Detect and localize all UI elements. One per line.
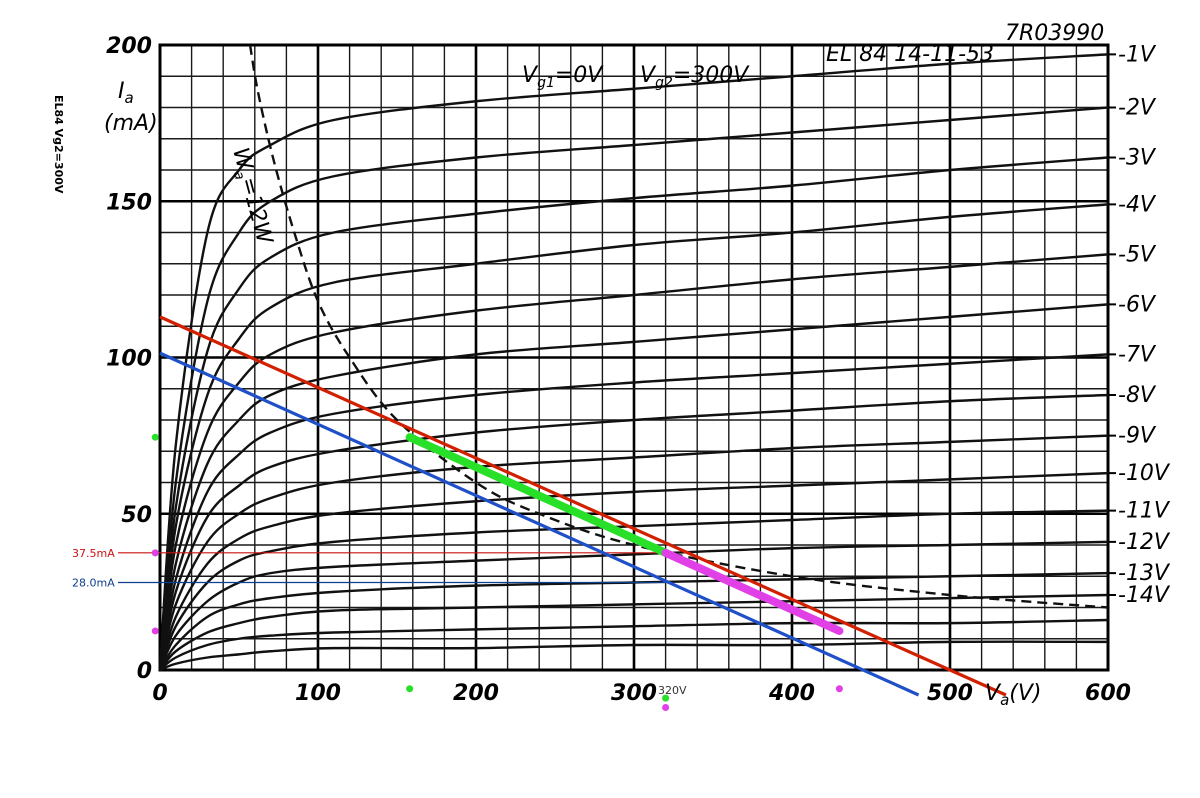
- svg-text:Vg1=0V: Vg1=0V: [522, 63, 604, 91]
- g2-subscript: g2: [655, 75, 673, 91]
- plate-curve: [158, 303, 1109, 671]
- curve-label-vg1: -2V: [1118, 96, 1157, 121]
- reference-line-label: 28.0mA: [72, 577, 115, 590]
- y-tick-label: 50: [121, 503, 152, 528]
- chart-grid: [158, 43, 1110, 672]
- plate-curve: [158, 253, 1109, 671]
- grid-voltage-condition: Vg1=0V Vg2=300V: [522, 63, 750, 91]
- dissipation-subscript: a: [230, 169, 248, 181]
- side-text: EL84 Vg2=300V: [52, 95, 65, 194]
- plate-curve: [159, 593, 1109, 671]
- g1-value: =0V: [555, 63, 604, 88]
- plate-curve: [158, 203, 1109, 671]
- x-axis-symbol: Va(V): [985, 681, 1041, 709]
- axis-tick-labels: 0 100 200 300 400 500 600 0 50 100 150 200: [106, 34, 1131, 706]
- y-tick-label: 0: [137, 659, 152, 684]
- x-tick-label: 600: [1085, 681, 1131, 706]
- curve-label-vg1: -7V: [1118, 342, 1157, 367]
- curve-label-vg1: -10V: [1118, 461, 1171, 486]
- x-tick-label: 500: [927, 681, 973, 706]
- plate-curve: [158, 106, 1109, 671]
- x-tick-label: 0: [152, 681, 167, 706]
- curve-label-vg1: -14V: [1118, 583, 1171, 608]
- x-axis-subscript: a: [1000, 691, 1009, 709]
- curve-label-vg1: -9V: [1118, 424, 1157, 449]
- dissipation-curve: [248, 44, 1109, 609]
- load-line: [159, 315, 1007, 697]
- curve-label-vg1: -13V: [1118, 561, 1171, 586]
- chart-title: EL 84 14-11-53: [826, 42, 994, 67]
- curve-label-vg1: -3V: [1118, 146, 1157, 171]
- curve-label-vg1: -1V: [1118, 42, 1157, 67]
- marker-dot: [151, 433, 159, 441]
- marker-dot: [835, 685, 843, 693]
- y-axis-label: I: [118, 79, 125, 104]
- x-tick-label: 300: [611, 681, 657, 706]
- chart-code: 7R03990: [1005, 21, 1104, 46]
- x-tick-label: 400: [768, 681, 815, 706]
- marker-dot: [406, 685, 414, 693]
- g2-symbol: V: [640, 63, 657, 88]
- plate-curve: [158, 540, 1109, 671]
- dissipation-value: =12W: [235, 174, 277, 248]
- curve-label-vg1: -12V: [1118, 530, 1171, 555]
- curve-label-vg1: -8V: [1118, 383, 1157, 408]
- load-line: [159, 351, 920, 697]
- curve-label-vg1: -5V: [1118, 242, 1157, 267]
- marker-dot: [151, 549, 159, 557]
- y-tick-label: 100: [106, 347, 152, 372]
- plate-curve: [158, 393, 1109, 671]
- plate-curve: [159, 618, 1109, 671]
- curve-label-vg1: -6V: [1118, 292, 1157, 317]
- svg-text:Vg2=300V: Vg2=300V: [640, 63, 750, 91]
- x-axis-unit: (V): [1009, 681, 1041, 706]
- plate-curve: [158, 434, 1109, 671]
- g1-symbol: V: [522, 63, 539, 88]
- marker-dot: [662, 704, 670, 711]
- marker-dot: [662, 694, 670, 702]
- annotation-320v: 320V: [658, 684, 687, 697]
- y-axis-subscript: a: [125, 89, 134, 107]
- plate-curve: [158, 53, 1109, 671]
- x-tick-label: 100: [295, 681, 341, 706]
- plate-curve: [158, 156, 1109, 671]
- g2-value: =300V: [673, 63, 750, 88]
- y-axis-unit: (mA): [104, 111, 158, 136]
- x-tick-label: 200: [453, 681, 499, 706]
- y-axis-symbol: Ia: [118, 79, 134, 107]
- plot-border: [158, 43, 1110, 672]
- y-tick-label: 200: [106, 34, 152, 59]
- operating-segment: [661, 548, 844, 635]
- g1-subscript: g1: [537, 75, 555, 91]
- curve-label-vg1: -4V: [1118, 192, 1157, 217]
- plate-curve: [158, 353, 1109, 671]
- plate-curves: -1V -2V -3V -4V -5V -6V -7V -8V -9V -10V -11V -12V -…: [158, 42, 1171, 672]
- curve-label-vg1: -11V: [1118, 499, 1171, 524]
- plate-curve: [158, 571, 1109, 671]
- y-tick-label: 150: [106, 190, 152, 215]
- load-line-overlays: 37.5mA 28.0mA: [72, 315, 1007, 711]
- plate-curve: [158, 471, 1109, 671]
- x-axis-label: V: [985, 681, 1002, 706]
- reference-line-label: 37.5mA: [72, 547, 115, 560]
- marker-dot: [151, 627, 159, 635]
- operating-segment: [405, 433, 670, 557]
